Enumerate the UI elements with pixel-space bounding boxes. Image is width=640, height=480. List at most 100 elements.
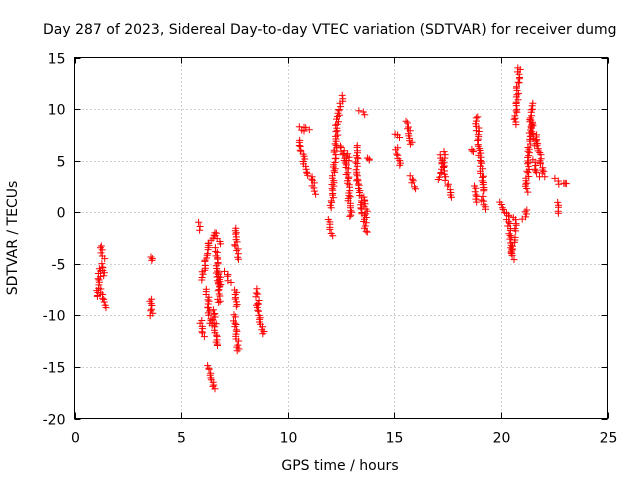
data-point <box>332 128 340 136</box>
data-point <box>217 240 225 248</box>
data-point <box>337 103 345 111</box>
data-point <box>472 184 480 192</box>
data-point <box>511 112 519 120</box>
data-point <box>231 242 239 250</box>
data-point <box>346 193 354 201</box>
data-point <box>217 281 225 288</box>
data-point <box>97 242 105 250</box>
data-point <box>392 146 400 154</box>
data-point <box>259 330 267 338</box>
data-point <box>212 252 220 260</box>
data-point <box>332 121 340 129</box>
data-point <box>211 385 219 393</box>
y-axis: -20 -15 -10 -5 0 5 10 15 <box>43 52 608 429</box>
x-tick-label: 5 <box>177 431 186 447</box>
x-axis-label: GPS time / hours <box>281 458 398 474</box>
data-point <box>516 74 524 81</box>
data-point <box>338 91 346 99</box>
data-point <box>442 173 450 181</box>
y-tick-label: -15 <box>43 361 66 377</box>
data-point <box>468 147 476 155</box>
y-tick-label: -10 <box>43 309 66 325</box>
data-point <box>362 227 370 235</box>
data-point <box>536 160 544 168</box>
data-point <box>474 113 482 121</box>
data-point <box>523 206 531 214</box>
data-point <box>353 162 361 170</box>
data-point <box>214 342 221 349</box>
data-point <box>511 216 519 224</box>
data-point <box>440 164 448 171</box>
data-point <box>512 227 520 235</box>
data-point <box>525 173 533 180</box>
data-point <box>514 78 522 86</box>
data-point <box>95 276 103 284</box>
data-point <box>365 156 373 164</box>
data-point <box>506 235 514 243</box>
y-tick-label: 5 <box>57 155 66 171</box>
data-point <box>529 130 537 137</box>
data-point <box>509 242 516 250</box>
data-point <box>259 323 266 331</box>
data-point <box>478 159 486 167</box>
data-point <box>200 333 208 341</box>
y-axis-label: SDTVAR / TECUs <box>5 181 21 296</box>
data-point <box>540 167 548 175</box>
data-point <box>511 233 519 241</box>
data-point <box>353 170 360 178</box>
data-point <box>303 168 310 176</box>
data-point <box>216 297 224 305</box>
data-point <box>304 171 312 179</box>
data-point <box>312 190 320 198</box>
data-point <box>308 175 316 183</box>
data-point <box>514 64 522 72</box>
data-point <box>498 204 506 212</box>
data-point <box>528 128 536 136</box>
data-point <box>339 95 347 103</box>
data-point <box>507 249 515 257</box>
data-point <box>534 147 542 155</box>
data-point <box>513 83 521 91</box>
data-point <box>533 136 541 144</box>
data-point <box>340 147 348 155</box>
data-point <box>255 297 263 304</box>
data-point <box>396 134 403 141</box>
data-point <box>405 123 412 131</box>
data-point <box>531 158 539 166</box>
data-point <box>521 208 529 216</box>
data-point <box>393 150 401 158</box>
data-point <box>233 247 241 255</box>
data-point <box>147 253 155 261</box>
x-tick-label: 20 <box>493 431 511 447</box>
data-point <box>402 117 410 125</box>
plot-frame <box>74 57 608 419</box>
data-point <box>252 293 260 301</box>
data-point <box>232 302 240 310</box>
data-point <box>95 265 103 273</box>
x-tick-label: 15 <box>386 431 404 447</box>
data-point <box>524 153 532 161</box>
data-point <box>406 140 414 148</box>
data-point <box>529 99 537 107</box>
data-point <box>533 142 541 150</box>
data-point <box>214 287 222 295</box>
data-point <box>562 180 570 188</box>
data-point <box>554 209 562 217</box>
data-point <box>97 249 105 257</box>
data-point <box>444 180 452 188</box>
y-tick-label: -20 <box>43 413 66 429</box>
data-point <box>362 210 370 218</box>
data-point <box>351 158 359 166</box>
data-point <box>408 179 416 187</box>
data-point <box>480 187 488 195</box>
data-point <box>515 89 522 97</box>
y-tick-label: -5 <box>52 258 66 274</box>
data-point <box>231 323 239 331</box>
y-tick-label: 0 <box>57 206 66 222</box>
data-point <box>326 225 334 233</box>
data-point <box>101 255 109 263</box>
data-point <box>524 188 532 196</box>
data-point <box>210 381 218 389</box>
data-point <box>100 269 108 277</box>
